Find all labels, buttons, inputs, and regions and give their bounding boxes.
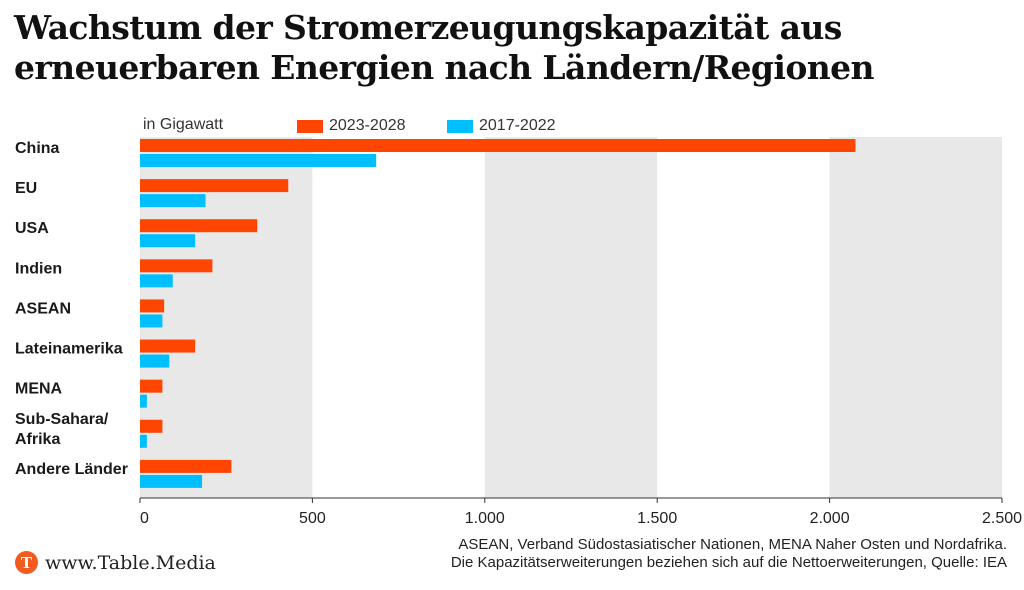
table-media-logo-icon: T [15, 551, 38, 574]
legend-swatch-2017-2022 [447, 119, 473, 133]
brand[interactable]: T www.Table.Media [15, 551, 216, 574]
unit-label: in Gigawatt [143, 116, 224, 133]
source-note-line-2: Die Kapazitätserweiterungen beziehen sic… [450, 554, 1007, 571]
category-label: ASEAN [15, 300, 71, 317]
bar-2017-2022 [140, 154, 377, 167]
category-label: Sub-Sahara/ [15, 411, 109, 428]
bar-2017-2022 [140, 234, 196, 248]
x-tick-label: 2.000 [810, 510, 850, 527]
chart-title: Wachstum der Stromerzeugungskapazität au… [14, 8, 875, 87]
bar-2017-2022 [140, 194, 206, 208]
legend-item-2017-2022: 2017-2022 [447, 116, 556, 136]
bar-2017-2022 [140, 394, 147, 408]
bar-2023-2028 [140, 179, 289, 193]
brand-url[interactable]: www.Table.Media [45, 551, 216, 574]
bar-2023-2028 [140, 219, 258, 233]
bar-2023-2028 [140, 139, 856, 152]
legend-label-2017-2022: 2017-2022 [479, 117, 556, 134]
category-label: Afrika [15, 431, 60, 448]
bar-2023-2028 [140, 379, 163, 393]
x-tick-label: 0 [140, 510, 149, 527]
legend-label-2023-2028: 2023-2028 [329, 117, 406, 134]
source-note: ASEAN, Verband Südostasiatischer Natione… [451, 536, 1007, 572]
category-label: Lateinamerika [15, 341, 123, 358]
category-label: MENA [15, 381, 63, 398]
x-tick-label: 500 [299, 510, 326, 527]
bar-2017-2022 [140, 354, 170, 368]
source-note-line-1: ASEAN, Verband Südostasiatischer Natione… [458, 536, 1007, 553]
category-label: Indien [15, 260, 62, 277]
bar-2017-2022 [140, 314, 163, 328]
legend-item-2023-2028: 2023-2028 [297, 116, 406, 136]
x-tick-label: 1.500 [637, 510, 677, 527]
x-tick-label: 1.000 [465, 510, 505, 527]
category-label: Andere Länder [15, 461, 128, 478]
category-label: USA [15, 220, 49, 237]
bar-2023-2028 [140, 259, 213, 273]
x-tick-label: 2.500 [982, 510, 1022, 527]
bar-2023-2028 [140, 299, 165, 313]
grid-band-4 [829, 137, 1002, 498]
category-label: China [15, 140, 60, 157]
grid-band-2 [484, 137, 658, 498]
bar-2017-2022 [140, 274, 173, 288]
bar-2023-2028 [140, 459, 232, 473]
bar-2017-2022 [140, 474, 203, 488]
legend-swatch-2023-2028 [297, 119, 323, 133]
category-label: EU [15, 180, 37, 197]
bar-2017-2022 [140, 434, 147, 448]
bar-2023-2028 [140, 419, 163, 433]
bar-2023-2028 [140, 339, 196, 353]
